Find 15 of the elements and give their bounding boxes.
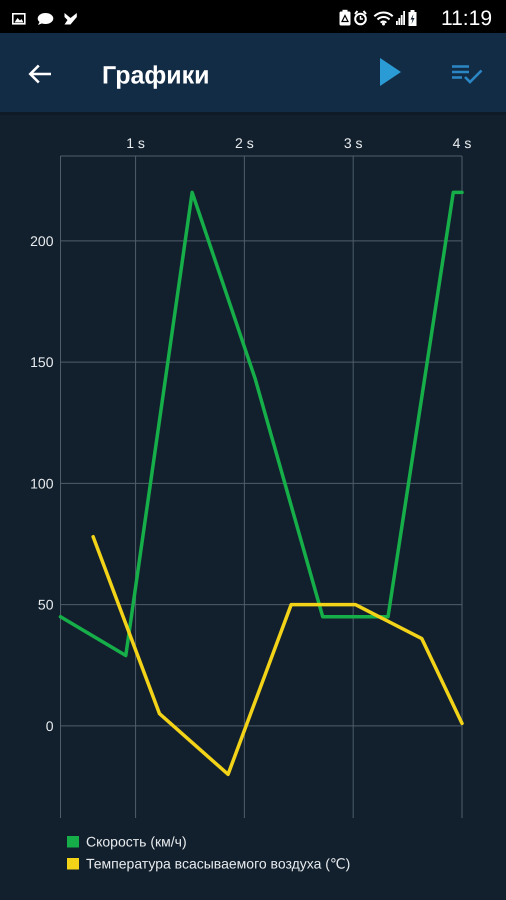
line-series — [58, 190, 464, 658]
y-tick-label: 50 — [38, 596, 54, 613]
legend-label: Скорость (км/ч) — [86, 834, 187, 850]
x-tick-label: 4 s — [452, 135, 472, 151]
x-tick-label: 1 s — [126, 135, 145, 151]
y-tick-label: 100 — [30, 475, 54, 492]
legend-label: Температура всасываемого воздуха (℃) — [86, 856, 350, 872]
chart-title: Графики — [102, 62, 210, 90]
x-tick-label: 3 s — [344, 135, 363, 151]
y-tick-label: 0 — [46, 718, 54, 734]
line-series — [91, 534, 464, 776]
x-tick-label: 2 s — [235, 135, 254, 151]
y-tick-label: 150 — [30, 354, 54, 370]
y-tick-label: 200 — [30, 232, 54, 249]
text: 11:19 — [441, 7, 492, 30]
